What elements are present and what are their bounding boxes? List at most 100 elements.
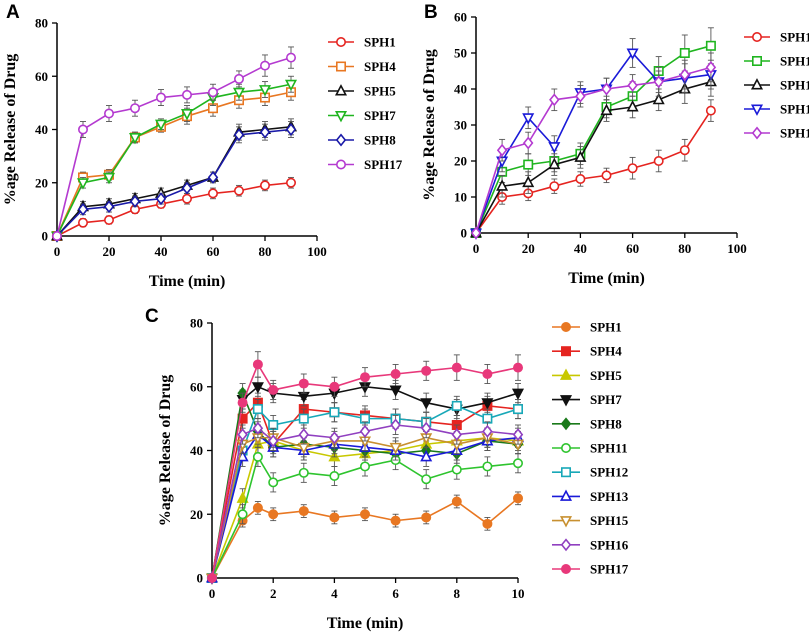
y-tick-label: 40 — [35, 122, 48, 137]
data-point — [390, 515, 401, 526]
data-point — [155, 192, 167, 206]
y-tick-label: 20 — [190, 507, 203, 522]
data-point — [298, 506, 309, 517]
y-tick-label: 30 — [454, 118, 467, 133]
y-tick-label: 40 — [454, 82, 467, 97]
data-point — [104, 215, 115, 226]
data-point — [420, 449, 433, 462]
legend-marker — [334, 111, 348, 123]
data-point — [575, 174, 586, 185]
data-point — [512, 493, 523, 504]
data-point — [232, 87, 246, 100]
data-point — [652, 92, 665, 105]
data-point — [522, 113, 535, 125]
legend-item: SPH1 — [328, 35, 396, 50]
y-axis-label: %age Release of Drug — [157, 375, 174, 527]
data-point — [549, 93, 560, 107]
data-point — [451, 428, 463, 442]
data-point — [470, 226, 482, 240]
x-tick-label: 0 — [209, 586, 216, 601]
x-tick-label: 0 — [473, 241, 480, 256]
data-point — [76, 178, 90, 190]
data-point — [252, 404, 263, 415]
data-point — [522, 136, 534, 150]
series-line — [56, 56, 292, 237]
legend-item: SPH7 — [328, 108, 396, 123]
legend-label: SPH4 — [590, 344, 622, 359]
data-point — [329, 470, 340, 481]
data-point — [102, 172, 116, 185]
data-point — [268, 509, 279, 520]
data-point — [359, 372, 370, 383]
data-point — [575, 89, 586, 103]
legend-item: SPH1 — [552, 320, 622, 335]
data-point — [329, 512, 340, 523]
y-tick-label: 0 — [42, 229, 49, 244]
data-point — [359, 461, 370, 472]
data-point — [359, 424, 371, 438]
x-tick-label: 6 — [392, 586, 399, 601]
series-line — [475, 51, 712, 234]
legend-item: SPH12 — [552, 465, 628, 480]
series-line — [211, 404, 519, 579]
legend-item: SPH8 — [328, 133, 396, 148]
legend-label: SPH8 — [364, 133, 396, 148]
series-line — [56, 91, 292, 237]
series-sph17 — [207, 351, 523, 583]
x-tick-label: 0 — [54, 244, 61, 259]
series-sph8 — [51, 121, 297, 243]
data-point — [511, 388, 525, 401]
data-point — [679, 47, 690, 58]
y-axis-label: %age Release of Drug — [2, 54, 19, 206]
data-point — [548, 142, 561, 154]
data-point — [705, 40, 716, 51]
data-point — [259, 125, 271, 139]
series-line — [211, 362, 519, 579]
data-point — [285, 123, 297, 136]
data-point — [298, 378, 309, 389]
legend-label: SPH16 — [780, 126, 809, 141]
legend-item: SPH13 — [744, 78, 809, 93]
x-tick-label: 40 — [574, 241, 587, 256]
legend-label: SPH11 — [780, 30, 809, 45]
legend-marker — [559, 368, 573, 380]
data-point — [329, 431, 340, 445]
data-point — [329, 407, 340, 418]
data-point — [679, 68, 691, 82]
legend-item: SPH17 — [552, 562, 629, 577]
legend-marker — [559, 489, 573, 501]
data-point — [237, 397, 248, 408]
legend-item: SPH13 — [552, 489, 629, 504]
data-point — [77, 202, 89, 216]
series-sph1 — [207, 491, 523, 583]
x-tick-label: 100 — [727, 241, 747, 256]
y-tick-label: 50 — [454, 46, 467, 61]
data-point — [259, 60, 270, 71]
legend-label: SPH16 — [590, 537, 629, 552]
data-point — [601, 170, 612, 181]
data-point — [182, 89, 193, 100]
legend-label: SPH11 — [590, 441, 628, 456]
data-point — [390, 418, 401, 432]
series-line — [56, 83, 292, 237]
chart-panel-c: C 0 2 4 6 8 10 0 20 40 60 80 Time (min) %age Release … — [145, 306, 629, 632]
legend-item: SPH4 — [328, 59, 396, 74]
data-point — [237, 428, 248, 442]
data-point — [329, 381, 340, 392]
data-point — [421, 512, 432, 523]
data-point — [129, 194, 141, 208]
series-sph4 — [51, 83, 296, 242]
data-point — [482, 518, 493, 529]
legend-marker — [751, 126, 763, 140]
legend-marker — [560, 321, 571, 332]
data-point — [234, 73, 245, 84]
y-tick-label: 60 — [35, 69, 48, 84]
series-line — [475, 45, 712, 234]
data-point — [208, 188, 219, 199]
legend-item: SPH17 — [328, 157, 403, 172]
data-point — [549, 181, 560, 192]
legend-marker — [560, 442, 571, 453]
data-point — [548, 157, 561, 170]
legend-label: SPH1 — [590, 320, 622, 335]
